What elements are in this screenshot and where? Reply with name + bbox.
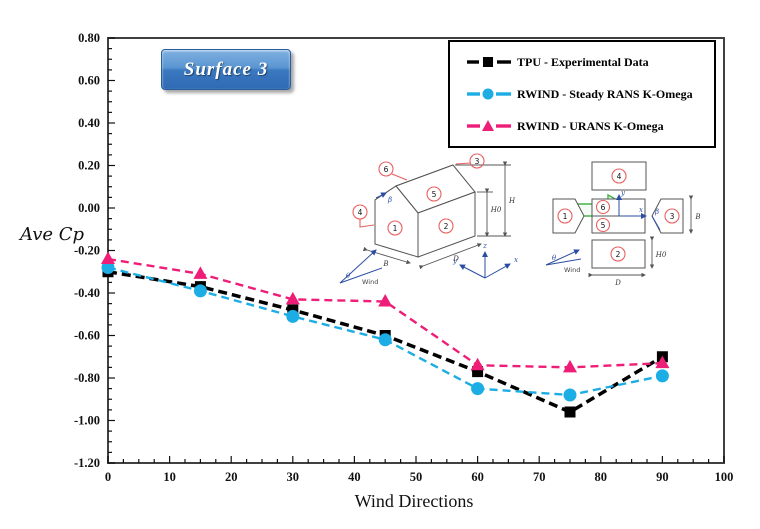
y-axis-title: Ave Cp (19, 224, 85, 245)
house-axis-x: x (514, 256, 518, 264)
house-axis-y: y (452, 257, 458, 265)
series-2 (101, 251, 670, 373)
marker-square (564, 406, 576, 418)
unfolded-surface-2-rect (591, 239, 646, 269)
y-tick-label: -1.20 (74, 456, 100, 470)
marker-square (472, 366, 484, 378)
unfolded-axis-y: y (620, 189, 626, 197)
house-side-wall (417, 191, 476, 258)
house-beta-label: β (387, 196, 392, 204)
legend-label: RWIND - URANS K-Omega (517, 118, 664, 133)
y-tick-label: -0.40 (74, 286, 100, 300)
marker-triangle (285, 291, 300, 305)
series-1 (101, 261, 669, 402)
house-dim-h: H (508, 197, 516, 205)
legend-item-urans: RWIND - URANS K-Omega (466, 119, 714, 134)
legend-marker-square-icon (467, 57, 511, 67)
legend-label: RWIND - Steady RANS K-Omega (517, 86, 693, 101)
house-surface-5: 5 (432, 190, 437, 199)
y-tick-label: 0.60 (78, 74, 100, 88)
y-tick-label: -1.00 (74, 414, 100, 428)
unfolded-surface-3: 3 (670, 212, 675, 221)
house-axis-z: z (482, 242, 487, 250)
unfolded-surface-1-pentagon (552, 198, 585, 234)
house-dim-d: D (452, 255, 459, 263)
marker-circle (378, 333, 392, 347)
legend-label: TPU - Experimental Data (517, 54, 649, 69)
unfolded-surface-4-rect (591, 161, 647, 191)
chart-legend: TPU - Experimental Data RWIND - Steady R… (448, 40, 716, 148)
x-tick-label: 60 (471, 470, 484, 484)
x-tick-label: 80 (595, 470, 608, 484)
house-theta-label: θ (346, 272, 351, 280)
unfolded-surface-2: 2 (616, 250, 621, 259)
unfolded-dim-b: B (694, 213, 700, 221)
y-tick-label: 0.80 (78, 31, 100, 45)
unfolded-wind-label: Wind (564, 266, 580, 274)
marker-circle (101, 261, 115, 274)
x-tick-label: 40 (348, 470, 361, 484)
unfolded-axis-x: x (639, 206, 643, 214)
house-wind-label: Wind (362, 278, 378, 286)
house-surface-2: 2 (444, 222, 449, 231)
marker-triangle (378, 294, 393, 307)
marker-circle (471, 382, 485, 396)
x-tick-label: 0 (105, 470, 111, 484)
unfolded-dim-h0: H0 (655, 251, 667, 259)
marker-circle (286, 309, 300, 323)
legend-marker-circle-icon (467, 88, 511, 100)
marker-triangle (470, 357, 485, 371)
marker-triangle (193, 266, 208, 279)
legend-marker-triangle-icon (467, 120, 511, 131)
legend-item-steady-rans: RWIND - Steady RANS K-Omega (466, 87, 714, 102)
house-dim-b: B (382, 260, 388, 268)
house-surface-6: 6 (384, 165, 389, 174)
x-tick-label: 50 (410, 470, 423, 484)
y-tick-label: 0.00 (78, 201, 100, 215)
marker-circle (193, 284, 207, 298)
y-tick-label: -0.60 (74, 329, 100, 343)
y-axis-ticks: 0.80 0.60 0.40 0.20 0.00 -0.20 -0.40 -0.60 -0.80… (74, 31, 115, 470)
unfolded-surface-1: 1 (563, 212, 568, 221)
unfolded-surface-5: 5 (601, 221, 606, 230)
unfolded-surface-3-pentagon (651, 198, 684, 234)
legend-item-tpu: TPU - Experimental Data (466, 55, 714, 70)
x-tick-label: 100 (715, 470, 734, 484)
marker-triangle (101, 251, 115, 264)
x-tick-label: 20 (225, 470, 238, 484)
marker-triangle (563, 359, 577, 373)
unfolded-theta-label: θ (552, 254, 557, 262)
x-axis-title: Wind Directions (354, 491, 474, 511)
x-tick-label: 90 (656, 470, 669, 484)
surface-badge: Surface 3 (161, 49, 291, 90)
unfolded-beta-label: β (654, 208, 659, 216)
y-tick-label: -0.20 (74, 244, 100, 258)
unfolded-dim-d: D (614, 279, 621, 287)
house-3d-view: B D H0 H β θ Wind z y x (339, 153, 518, 286)
y-tick-label: 0.20 (78, 159, 100, 173)
marker-triangle (655, 355, 670, 369)
house-surface-1: 1 (393, 224, 398, 233)
y-tick-label: 0.40 (78, 116, 100, 130)
x-tick-label: 10 (163, 470, 176, 484)
marker-circle (655, 369, 669, 383)
building-inset-diagram: B D H0 H β θ Wind z y x (339, 153, 701, 287)
unfolded-view: y x β B H0 D θ Wind 1 2 3 4 5 6 (545, 161, 701, 287)
x-tick-label: 70 (533, 470, 546, 484)
marker-circle (563, 388, 577, 402)
x-tick-label: 30 (287, 470, 300, 484)
house-dim-h0: H0 (490, 206, 502, 214)
unfolded-surface-4: 4 (617, 172, 622, 181)
y-tick-label: -0.80 (74, 371, 100, 385)
surface-badge-label: Surface 3 (183, 58, 269, 80)
unfolded-surface-6: 6 (601, 203, 606, 212)
house-surface-3: 3 (475, 157, 480, 166)
x-axis-ticks: 0 10 20 30 40 50 60 70 80 90 100 (105, 456, 734, 484)
house-surface-4: 4 (358, 208, 363, 217)
